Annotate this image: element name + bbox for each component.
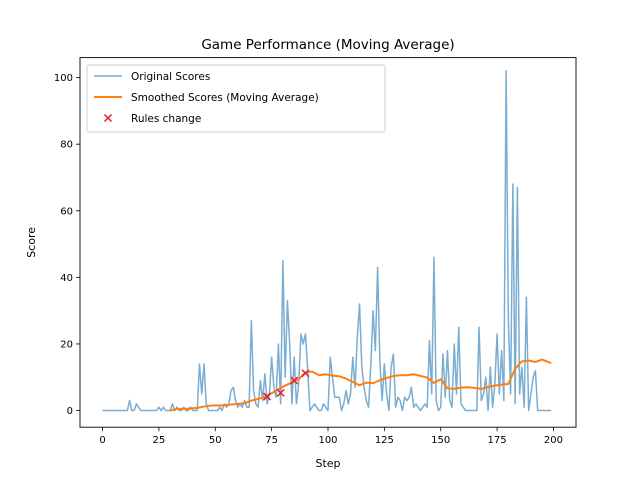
y-tick-label: 20 <box>60 339 73 350</box>
chart-title: Game Performance (Moving Average) <box>201 37 454 53</box>
legend-box <box>86 64 386 133</box>
series-line-original-scores <box>102 70 552 412</box>
x-tick-label: 150 <box>431 435 450 446</box>
legend-label-original-scores: Original Scores <box>131 71 210 83</box>
x-tick-label: 0 <box>99 435 105 446</box>
x-axis-label: Step <box>315 457 340 470</box>
rules-change-marker <box>263 392 272 401</box>
x-tick-label: 75 <box>265 435 278 446</box>
legend: Original Scores Smoothed Scores (Moving … <box>86 64 386 133</box>
plot-area <box>102 70 552 412</box>
x-tick-label: 50 <box>209 435 222 446</box>
x-tick-label: 100 <box>318 435 337 446</box>
x-tick-label: 200 <box>544 435 563 446</box>
x-tick-label: 25 <box>153 435 166 446</box>
x-tick-label: 175 <box>488 435 507 446</box>
series-layer <box>102 70 552 412</box>
y-tick-label: 80 <box>60 140 73 151</box>
legend-swatch-rules-change <box>103 113 113 123</box>
rules-change-marker <box>301 369 310 378</box>
rules-change-marker <box>276 388 285 397</box>
y-tick-label: 0 <box>67 406 73 417</box>
y-tick-label: 40 <box>60 273 73 284</box>
y-tick-label: 60 <box>60 206 73 217</box>
legend-marker-x <box>103 113 113 123</box>
axes-frame <box>79 57 577 428</box>
marker-layer <box>263 369 310 401</box>
legend-label-rules-change: Rules change <box>131 113 201 125</box>
legend-label-smoothed-scores: Smoothed Scores (Moving Average) <box>131 92 319 104</box>
rules-change-marker <box>290 376 299 385</box>
y-axis-label: Score <box>25 227 38 258</box>
x-tick-label: 125 <box>375 435 394 446</box>
y-tick-label: 100 <box>54 73 73 84</box>
axis-ticks: 0 25 50 75 100 125 150 175 200 0 20 40 60 80 100 <box>54 73 563 446</box>
series-line-smoothed-scores <box>169 358 552 412</box>
